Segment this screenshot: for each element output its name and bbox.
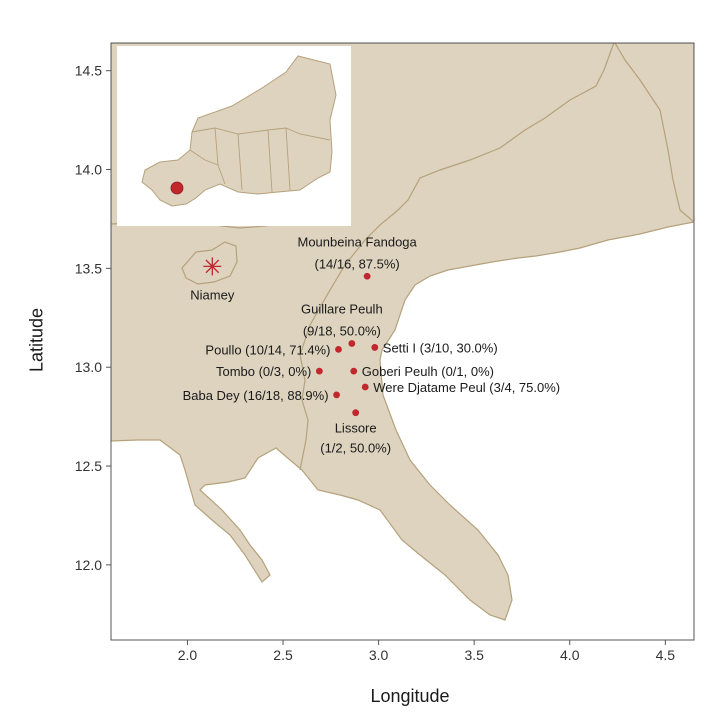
point-label: Tombo (0/3, 0%) [216,364,311,379]
capital-label: Niamey [190,287,235,302]
inset-map [117,46,351,226]
y-axis: 12.0 12.5 13.0 13.5 14.0 14.5 [75,63,111,573]
y-tick-label: 14.0 [75,162,102,178]
point-label: Lissore [335,421,377,436]
y-tick-label: 13.5 [75,260,102,276]
capital-layer: Niamey [190,257,235,302]
data-point [315,367,323,375]
y-axis-title: Latitude [26,307,47,373]
point-label: Baba Dey (16/18, 88.9%) [183,388,329,403]
points-layer [315,272,379,417]
panel-border [110,42,695,641]
data-point [335,346,342,353]
point-label: Setti I (3/10, 30.0%) [383,340,498,355]
point-label: Poullo (10/14, 71.4%) [205,342,330,357]
x-tick-label: 4.5 [656,647,676,663]
y-tick-label: 12.5 [75,458,102,474]
data-point [333,391,340,399]
niger-country-outline-icon [141,55,337,207]
data-point [348,340,356,347]
data-point [363,272,371,280]
study-area-marker [170,181,184,195]
x-tick-label: 4.0 [560,647,580,663]
y-tick-label: 14.5 [75,63,102,79]
x-axis: 2.0 2.5 3.0 3.5 4.0 4.5 [178,640,676,663]
point-label: Goberi Peulh (0/1, 0%) [362,364,494,379]
data-point [350,367,358,375]
point-label-detail: (9/18, 50.0%) [303,323,381,338]
data-point [371,344,379,351]
labels-layer: Mounbeina Fandoga (14/16, 87.5%) Guillare … [183,234,561,455]
point-label: Were Djatame Peul (3/4, 75.0%) [373,380,560,395]
x-tick-label: 3.0 [369,647,389,663]
x-tick-label: 3.5 [464,647,484,663]
x-axis-title: Longitude [370,686,450,706]
point-label-detail: (14/16, 87.5%) [314,256,399,271]
y-tick-label: 12.0 [75,557,102,573]
inset-internal-border [189,127,331,193]
border-line [614,43,694,223]
data-point [352,409,360,417]
data-point [361,383,369,391]
x-tick-label: 2.5 [273,647,293,663]
border-line [299,43,615,471]
x-tick-label: 2.0 [178,647,198,663]
point-label: Mounbeina Fandoga [298,234,418,249]
capital-star-icon [203,257,222,276]
point-label-detail: (1/2, 50.0%) [320,441,391,456]
point-label: Guillare Peulh [301,301,383,316]
y-tick-label: 13.0 [75,359,102,375]
